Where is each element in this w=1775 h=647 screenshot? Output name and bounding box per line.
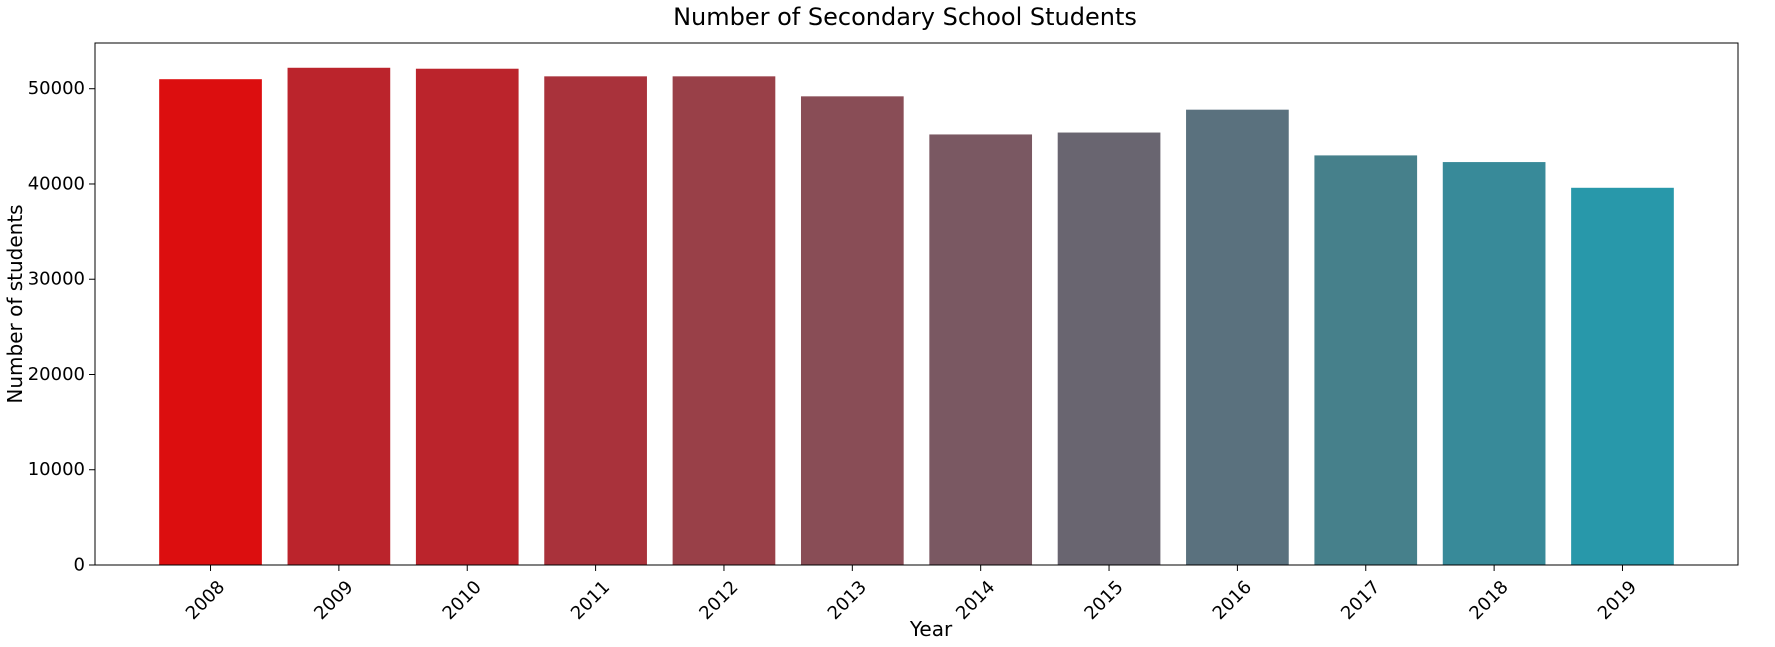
bar-2009 <box>287 67 391 566</box>
x-tick-label: 2016 <box>1209 577 1256 624</box>
x-tick-label: 2008 <box>182 577 229 624</box>
x-tick-label: 2019 <box>1594 577 1641 624</box>
bar-2014 <box>929 134 1033 565</box>
x-tick-label: 2013 <box>824 577 871 624</box>
plot-frame <box>94 42 1739 566</box>
y-tick-label: 0 <box>74 555 85 576</box>
x-axis-label: Year <box>909 617 953 641</box>
x-tick-label: 2009 <box>310 577 357 624</box>
y-axis-label: Number of students <box>3 204 27 403</box>
x-tick-label: 2017 <box>1337 577 1384 624</box>
y-tick-label: 20000 <box>28 364 85 385</box>
y-tick-label: 50000 <box>28 78 85 99</box>
bar-2015 <box>1057 132 1161 566</box>
bar-2018 <box>1442 162 1546 565</box>
y-axis: 0 10000 20000 30000 40000 50000 <box>28 78 95 576</box>
bar-2016 <box>1186 109 1289 566</box>
x-axis: 2008 2009 2010 2011 2012 2013 2014 2015 2016 2017… <box>182 565 1641 624</box>
bar-2011 <box>544 76 647 565</box>
bar-2010 <box>415 68 519 565</box>
y-tick-label: 10000 <box>28 459 85 480</box>
y-tick-label: 40000 <box>28 173 85 194</box>
x-tick-label: 2012 <box>695 577 742 624</box>
bar-2019 <box>1571 187 1674 566</box>
bar-2008 <box>159 79 262 565</box>
x-tick-label: 2014 <box>952 577 999 624</box>
bar-2013 <box>800 96 904 565</box>
x-tick-label: 2015 <box>1080 577 1127 624</box>
x-tick-label: 2018 <box>1465 577 1512 624</box>
bar-2017 <box>1314 155 1418 565</box>
plot-area <box>159 67 1674 566</box>
y-tick-label: 30000 <box>28 269 85 290</box>
bar-2012 <box>672 76 776 565</box>
x-tick-label: 2010 <box>439 577 486 624</box>
x-tick-label: 2011 <box>567 577 614 624</box>
chart-title: Number of Secondary School Students <box>673 3 1137 31</box>
